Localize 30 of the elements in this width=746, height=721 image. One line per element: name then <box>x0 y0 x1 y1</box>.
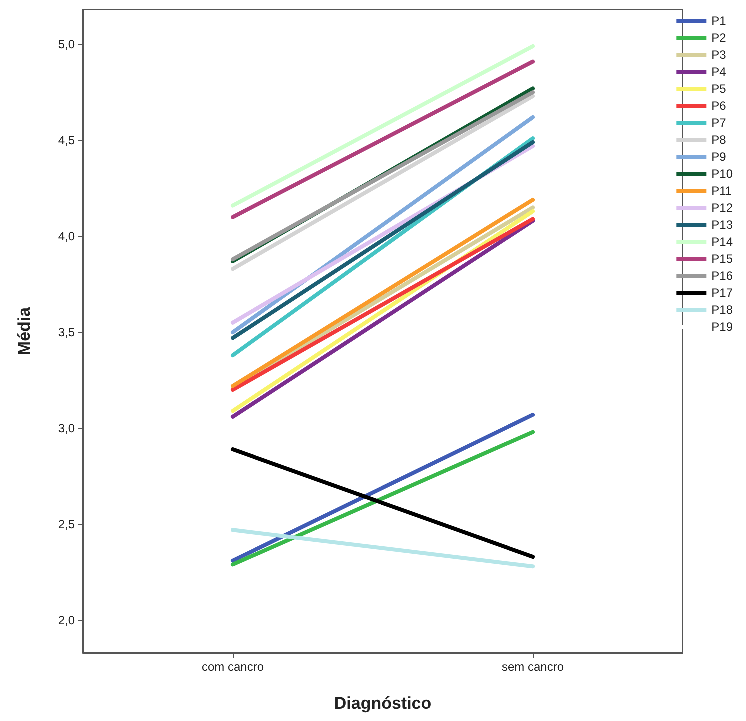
legend-label: P4 <box>712 65 727 79</box>
legend-label: P18 <box>712 303 734 317</box>
legend-label: P15 <box>712 252 734 266</box>
legend-label: P2 <box>712 31 727 45</box>
legend-label: P19 <box>712 320 734 334</box>
legend-label: P7 <box>712 116 727 130</box>
y-tick-label: 2,0 <box>58 613 76 628</box>
legend-label: P17 <box>712 286 734 300</box>
x-tick-label: com cancro <box>202 660 264 674</box>
x-tick-label: sem cancro <box>502 660 564 674</box>
legend-label: P3 <box>712 48 727 62</box>
y-tick-label: 3,5 <box>58 325 76 340</box>
y-axis-title: Média <box>15 306 34 356</box>
legend-label: P9 <box>712 150 727 164</box>
y-tick-label: 4,5 <box>58 134 76 148</box>
legend-label: P14 <box>712 235 734 249</box>
y-tick-label: 5,0 <box>58 38 76 52</box>
legend-label: P5 <box>712 82 727 96</box>
legend-label: P11 <box>712 184 732 198</box>
y-tick-label: 4,0 <box>58 229 76 244</box>
legend-label: P8 <box>712 133 727 147</box>
legend-label: P13 <box>712 218 734 232</box>
legend-label: P1 <box>712 14 727 28</box>
x-axis-title: Diagnóstico <box>334 694 432 713</box>
y-tick-label: 2,5 <box>58 517 76 532</box>
legend-label: P12 <box>712 201 734 215</box>
legend-label: P6 <box>712 99 727 113</box>
y-tick-label: 3,0 <box>58 421 76 436</box>
legend-label: P16 <box>712 269 734 283</box>
legend-label: P10 <box>712 167 734 181</box>
